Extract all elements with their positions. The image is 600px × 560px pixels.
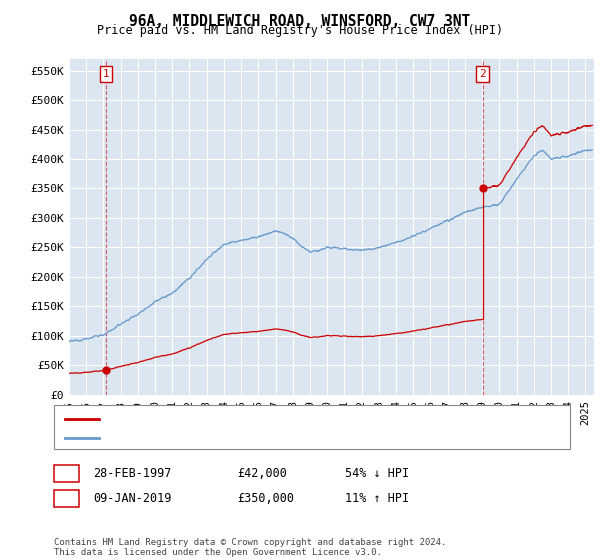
Text: HPI: Average price, detached house, Cheshire West and Chester: HPI: Average price, detached house, Ches… [105,433,486,443]
Text: 2: 2 [479,69,486,79]
Text: Price paid vs. HM Land Registry's House Price Index (HPI): Price paid vs. HM Land Registry's House … [97,24,503,37]
Text: £42,000: £42,000 [237,466,287,480]
Text: 1: 1 [63,466,70,480]
Text: 96A, MIDDLEWICH ROAD, WINSFORD, CW7 3NT: 96A, MIDDLEWICH ROAD, WINSFORD, CW7 3NT [130,14,470,29]
Text: Contains HM Land Registry data © Crown copyright and database right 2024.
This d: Contains HM Land Registry data © Crown c… [54,538,446,557]
Text: 2: 2 [63,492,70,505]
Text: 28-FEB-1997: 28-FEB-1997 [93,466,172,480]
Text: 1: 1 [103,69,110,79]
Text: 09-JAN-2019: 09-JAN-2019 [93,492,172,505]
Text: 54% ↓ HPI: 54% ↓ HPI [345,466,409,480]
Text: 96A, MIDDLEWICH ROAD, WINSFORD, CW7 3NT (detached house): 96A, MIDDLEWICH ROAD, WINSFORD, CW7 3NT … [105,413,455,423]
Text: £350,000: £350,000 [237,492,294,505]
Text: 11% ↑ HPI: 11% ↑ HPI [345,492,409,505]
